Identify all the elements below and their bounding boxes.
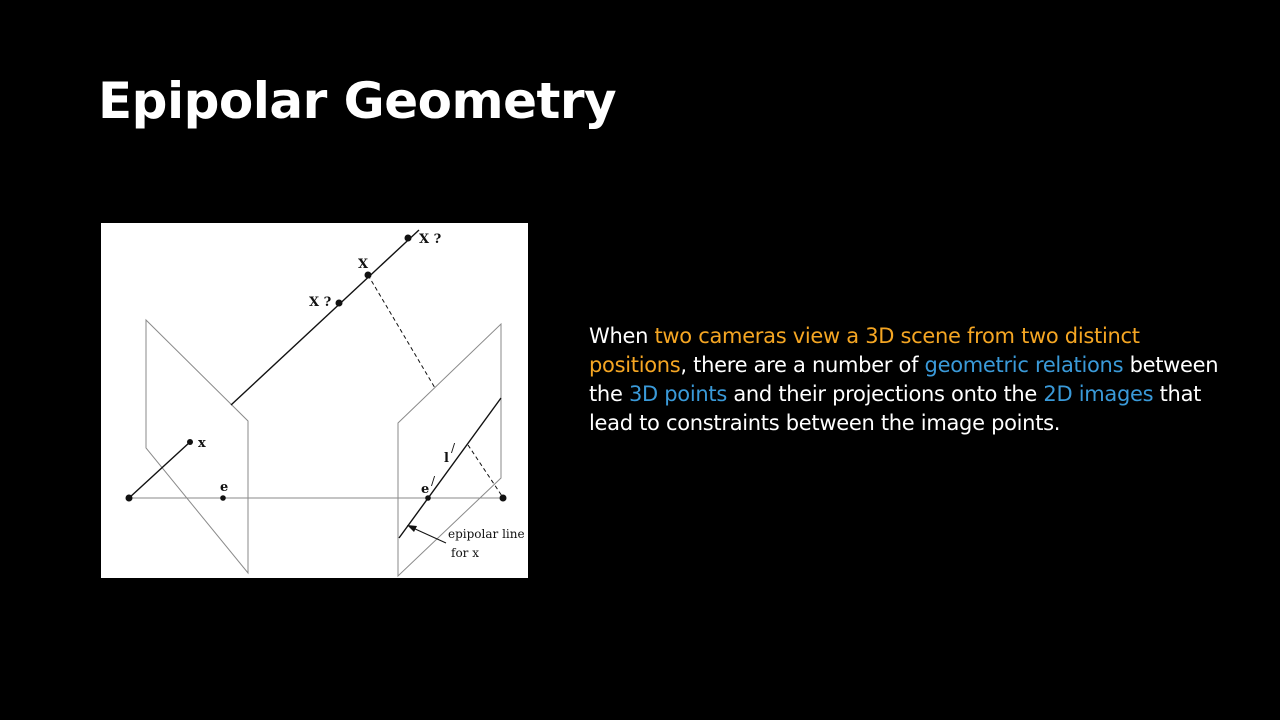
- point-e-left: [220, 495, 226, 501]
- left-camera-center: [125, 494, 133, 502]
- point-x-low: [335, 299, 343, 307]
- text-run: that lead to constraints between the ima…: [589, 382, 1202, 435]
- text-run: and their projections onto the: [726, 382, 1044, 406]
- right-image-plane: [397, 322, 502, 578]
- caption-line1: epipolar line: [448, 527, 525, 541]
- caption-arrow: [412, 527, 447, 544]
- epipolar-diagram: X ? X X ? x e e / l / epipolar line for …: [101, 223, 528, 578]
- left-image-plane: [145, 318, 249, 575]
- ray-right-lower: [467, 444, 503, 497]
- point-x: [187, 439, 193, 445]
- label-l-prime-mark: /: [451, 441, 456, 455]
- ray-left-upper: [230, 229, 420, 406]
- highlight-2d-images: 2D images: [1043, 382, 1154, 406]
- point-x-mid: [364, 271, 372, 279]
- label-e-right: e: [421, 482, 429, 497]
- description-paragraph: When two cameras view a 3D scene from tw…: [589, 322, 1229, 438]
- caption-arrow-head: [407, 525, 417, 532]
- label-x-point: x: [198, 436, 206, 451]
- epipolar-line: [398, 397, 502, 539]
- point-e-right: [425, 495, 431, 501]
- text-run: between the: [589, 353, 1219, 406]
- right-camera-center: [499, 494, 507, 502]
- text-run: , there are a number of: [680, 353, 925, 377]
- caption-line2: for x: [451, 546, 479, 560]
- highlight-two-cameras: two cameras view a 3D scene from two dis…: [589, 324, 1140, 377]
- label-e-right-prime: /: [431, 474, 436, 488]
- highlight-geometric-relations: geometric relations: [924, 353, 1124, 377]
- epipolar-diagram-svg: X ? X X ? x e e / l / epipolar line for …: [125, 229, 525, 578]
- label-x-mid: X: [358, 257, 369, 272]
- label-x-top: X ?: [419, 232, 442, 247]
- ray-left-lower: [128, 441, 191, 499]
- label-l-prime: l: [444, 451, 449, 466]
- point-x-top: [404, 234, 412, 242]
- label-e-left: e: [220, 480, 228, 495]
- label-x-low: X ?: [309, 295, 332, 310]
- ray-right-upper: [367, 274, 436, 389]
- slide-title: Epipolar Geometry: [98, 72, 617, 130]
- text-run: When: [589, 324, 655, 348]
- highlight-3d-points: 3D points: [628, 382, 727, 406]
